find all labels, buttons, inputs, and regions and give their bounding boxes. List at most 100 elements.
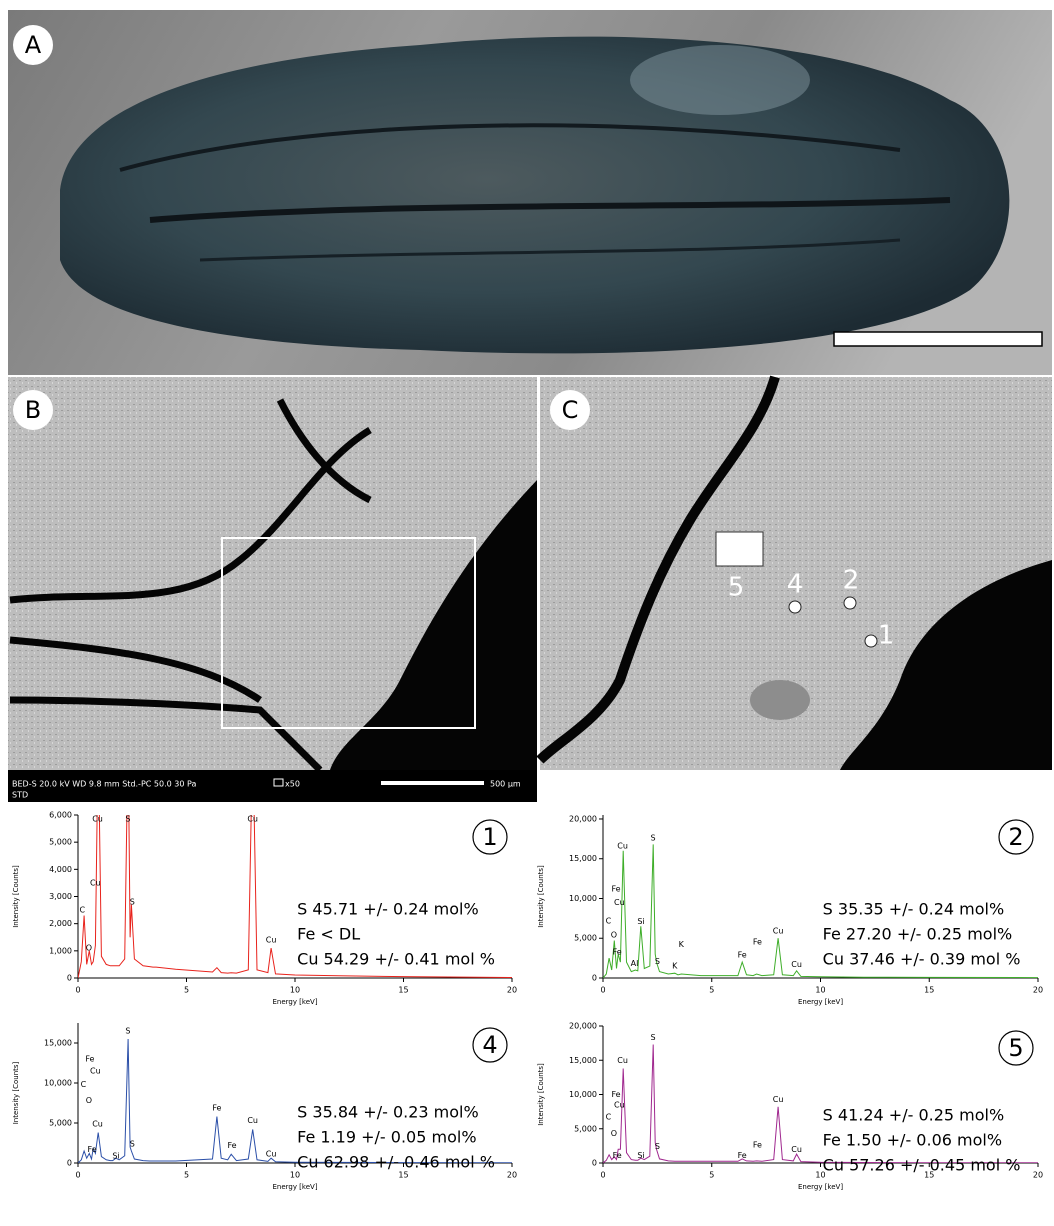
x-axis-title: Energy [keV] bbox=[798, 1183, 843, 1191]
spectrum-line bbox=[78, 815, 512, 978]
composition-line: S 45.71 +/- 0.24 mol% bbox=[297, 900, 479, 919]
composition-line: Cu 62.98 +/- 0.46 mol % bbox=[297, 1153, 495, 1172]
peak-label: Fe bbox=[738, 1151, 747, 1160]
peak-label: S bbox=[655, 1142, 660, 1151]
y-tick-label: 0 bbox=[67, 1159, 72, 1168]
peak-label: Fe bbox=[738, 950, 747, 959]
x-tick-label: 10 bbox=[290, 986, 300, 995]
point-label: 4 bbox=[787, 570, 804, 600]
x-tick-label: 0 bbox=[600, 986, 605, 995]
peak-label: Cu bbox=[617, 842, 628, 851]
peak-label: Cu bbox=[90, 1067, 101, 1076]
y-tick-label: 4,000 bbox=[49, 865, 72, 874]
peak-label: C bbox=[81, 1080, 87, 1089]
composition-line: Cu 54.29 +/- 0.41 mol % bbox=[297, 950, 495, 969]
peak-label: Fe bbox=[753, 938, 762, 947]
x-tick-label: 15 bbox=[398, 1171, 408, 1180]
y-axis-title: Intensity [Counts] bbox=[537, 1063, 545, 1126]
x-tick-label: 5 bbox=[184, 986, 189, 995]
panel-number: 2 bbox=[1008, 823, 1023, 851]
peak-label: Si bbox=[637, 917, 644, 926]
camera-icon bbox=[273, 778, 284, 787]
y-tick-label: 5,000 bbox=[574, 934, 597, 943]
peak-label: S bbox=[655, 957, 660, 966]
peak-label: Cu bbox=[614, 1100, 625, 1109]
composition-line: Fe < DL bbox=[297, 925, 360, 944]
peak-label: Fe bbox=[85, 1055, 94, 1064]
y-tick-label: 0 bbox=[592, 974, 597, 983]
spectrum-line bbox=[603, 844, 1038, 978]
y-axis-title: Intensity [Counts] bbox=[12, 1061, 20, 1124]
x-tick-label: 5 bbox=[709, 1171, 714, 1180]
sem-info: BED-S 20.0 kV WD 9.8 mm Std.-PC 50.0 30 … bbox=[12, 780, 196, 789]
label-badge bbox=[550, 390, 590, 430]
x-axis-title: Energy [keV] bbox=[798, 998, 843, 1006]
peak-label: Al bbox=[631, 959, 639, 968]
x-tick-label: 10 bbox=[815, 986, 825, 995]
sem-image-c bbox=[536, 375, 1052, 770]
x-tick-label: 0 bbox=[75, 1171, 80, 1180]
x-tick-label: 5 bbox=[184, 1171, 189, 1180]
peak-label: C bbox=[606, 1113, 612, 1122]
point-label: 1 bbox=[878, 621, 895, 651]
panel-badge bbox=[998, 819, 1034, 855]
peak-label: O bbox=[86, 944, 92, 953]
x-axis-title: Energy [keV] bbox=[272, 1183, 317, 1191]
y-axis-title: Intensity [Counts] bbox=[537, 865, 545, 928]
sem-info-bar bbox=[8, 770, 537, 802]
y-tick-label: 1,000 bbox=[49, 946, 72, 955]
peak-label: S bbox=[125, 1027, 130, 1036]
x-tick-label: 20 bbox=[1033, 986, 1043, 995]
point-label: 5 bbox=[728, 573, 745, 603]
panel-badge bbox=[472, 1027, 508, 1063]
y-tick-label: 5,000 bbox=[574, 1124, 597, 1133]
peak-label: Cu bbox=[773, 1095, 784, 1104]
peak-label: Cu bbox=[617, 1056, 628, 1065]
peak-label: Cu bbox=[90, 878, 101, 887]
x-tick-label: 15 bbox=[924, 1171, 934, 1180]
peak-label: S bbox=[130, 897, 135, 906]
y-tick-label: 15,000 bbox=[44, 1039, 72, 1048]
panel-label: A bbox=[25, 31, 42, 59]
panel-badge bbox=[998, 1030, 1034, 1066]
x-tick-label: 0 bbox=[75, 986, 80, 995]
peak-label: Cu bbox=[791, 960, 802, 969]
peak-label: K bbox=[672, 962, 678, 971]
y-tick-label: 6,000 bbox=[49, 811, 72, 820]
label-badge bbox=[13, 25, 53, 65]
x-tick-label: 15 bbox=[924, 986, 934, 995]
peak-label: Fe bbox=[613, 947, 622, 956]
y-axis-title: Intensity [Counts] bbox=[12, 865, 20, 928]
point-label: 2 bbox=[843, 566, 860, 596]
y-tick-label: 15,000 bbox=[569, 854, 597, 863]
y-tick-label: 20,000 bbox=[569, 1022, 597, 1031]
y-tick-label: 15,000 bbox=[569, 1056, 597, 1065]
y-tick-label: 10,000 bbox=[44, 1079, 72, 1088]
peak-label: C bbox=[80, 906, 86, 915]
peak-label: S bbox=[650, 1033, 655, 1042]
x-tick-label: 20 bbox=[507, 1171, 517, 1180]
y-tick-label: 3,000 bbox=[49, 892, 72, 901]
peak-label: Cu bbox=[773, 927, 784, 936]
peak-label: Si bbox=[112, 1151, 119, 1160]
peak-label: K bbox=[679, 940, 685, 949]
composition-line: S 35.35 +/- 0.24 mol% bbox=[823, 900, 1005, 919]
x-tick-label: 20 bbox=[507, 986, 517, 995]
y-tick-label: 5,000 bbox=[49, 1119, 72, 1128]
composition-line: Fe 1.50 +/- 0.06 mol% bbox=[823, 1131, 1002, 1150]
sem-info: STD bbox=[12, 791, 28, 800]
peak-label: Cu bbox=[791, 1145, 802, 1154]
composition-line: Fe 1.19 +/- 0.05 mol% bbox=[297, 1128, 476, 1147]
peak-label: Cu bbox=[247, 815, 258, 824]
panel-badge bbox=[472, 819, 508, 855]
peak-label: Si bbox=[637, 1151, 644, 1160]
x-tick-label: 5 bbox=[709, 986, 714, 995]
x-tick-label: 20 bbox=[1033, 1171, 1043, 1180]
y-tick-label: 2,000 bbox=[49, 919, 72, 928]
y-tick-label: 5,000 bbox=[49, 838, 72, 847]
spectrum-line bbox=[603, 1044, 1038, 1163]
peak-label: Fe bbox=[228, 1141, 237, 1150]
spectrum-line bbox=[78, 1038, 512, 1163]
peak-label: Fe bbox=[612, 1090, 621, 1099]
